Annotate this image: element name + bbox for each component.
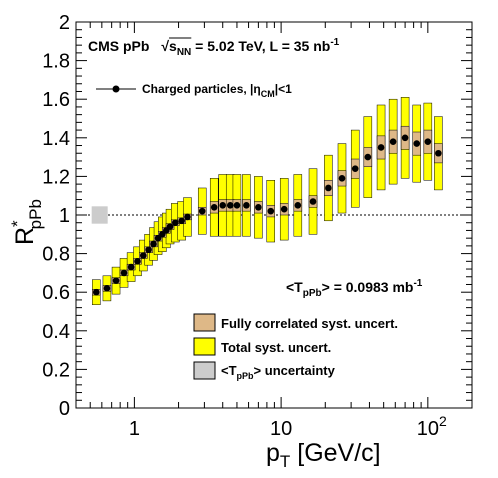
data-points-layer bbox=[92, 134, 442, 296]
data-point bbox=[127, 263, 135, 271]
y-tick-label: 0.4 bbox=[42, 321, 70, 343]
tpb-uncertainty-layer bbox=[91, 206, 108, 224]
data-point bbox=[351, 165, 359, 172]
legend-label-correlated: Fully correlated syst. uncert. bbox=[221, 316, 398, 331]
data-point bbox=[243, 202, 250, 209]
data-point bbox=[198, 207, 206, 215]
y-axis-title: R*pPb bbox=[8, 199, 45, 245]
data-point bbox=[255, 203, 262, 211]
data-point bbox=[424, 138, 432, 145]
data-point bbox=[134, 258, 141, 265]
y-tick-label: 0.6 bbox=[42, 282, 70, 304]
legend-marker-post: |<1 bbox=[275, 82, 292, 96]
data-point bbox=[267, 207, 275, 215]
legend-swatch-tpb bbox=[193, 361, 216, 380]
legend-marker-pre: Charged particles, | bbox=[142, 82, 253, 96]
legend-label-total: Total syst. uncert. bbox=[221, 340, 331, 355]
legend-swatch-total bbox=[193, 337, 216, 356]
y-tick-label: 0.8 bbox=[42, 244, 70, 266]
data-point bbox=[364, 153, 372, 161]
tpb-value-sub: pPb bbox=[303, 288, 322, 299]
y-axis-title-sup: * bbox=[8, 220, 27, 227]
data-point bbox=[154, 234, 162, 242]
data-point bbox=[92, 288, 100, 296]
data-point bbox=[377, 144, 385, 151]
axes-layer: 00.20.40.60.811.21.41.61.821 10 102 bbox=[42, 12, 473, 440]
tpb-value-post: > = 0.0983 mb bbox=[322, 279, 414, 295]
data-point bbox=[139, 252, 147, 259]
data-point bbox=[178, 217, 185, 225]
x-tick-label: 102 bbox=[417, 413, 447, 440]
y-tick-label: 1.6 bbox=[42, 89, 70, 111]
header-experiment: CMS pPb bbox=[88, 38, 149, 54]
legend-tpb-post: > uncertainty bbox=[254, 363, 336, 378]
tpb-value-text: <TpPb> = 0.0983 mb-1 bbox=[286, 278, 423, 299]
legend-marker-entry: Charged particles, |ηCM|<1 bbox=[96, 82, 292, 99]
data-point bbox=[280, 205, 288, 213]
x-tick-label-exp: 2 bbox=[439, 413, 447, 429]
y-tick-label: 0 bbox=[59, 398, 70, 420]
legend-marker-dot bbox=[112, 85, 120, 93]
data-point bbox=[338, 175, 346, 182]
legend-tpb-sub: pPb bbox=[237, 371, 255, 381]
x-axis-title-sub: T bbox=[280, 452, 290, 471]
header-energy: = 5.02 TeV, L = 35 nb bbox=[191, 38, 330, 54]
tpb-value-sup: -1 bbox=[413, 278, 422, 289]
data-point bbox=[171, 219, 179, 227]
data-point bbox=[233, 202, 241, 209]
header-text: CMS pPb √sNN = 5.02 TeV, L = 35 nb-1 bbox=[88, 37, 340, 58]
x-axis-title: pT [GeV/c] bbox=[266, 439, 381, 471]
x-tick-label-base: 10 bbox=[417, 418, 439, 440]
data-point bbox=[120, 269, 128, 277]
legend-box-correlated: Fully correlated syst. uncert. bbox=[193, 313, 398, 332]
header-lumi-sup: -1 bbox=[330, 37, 339, 48]
y-axis-title-main: R bbox=[11, 227, 39, 245]
data-point bbox=[103, 285, 111, 292]
data-point bbox=[413, 140, 421, 147]
data-point bbox=[112, 277, 120, 284]
legend-marker-label: Charged particles, |ηCM|<1 bbox=[142, 82, 292, 99]
legend-label-tpb: <TpPb> uncertainty bbox=[221, 363, 336, 381]
data-point bbox=[166, 223, 174, 230]
data-point bbox=[184, 213, 191, 221]
y-tick-label: 1.4 bbox=[42, 128, 70, 150]
y-axis-title-sub: pPb bbox=[26, 199, 45, 229]
data-point bbox=[210, 203, 218, 211]
x-tick-label-base: 10 bbox=[270, 418, 292, 440]
legend-box-total: Total syst. uncert. bbox=[193, 337, 331, 356]
y-tick-label: 0.2 bbox=[42, 359, 70, 381]
header-sqrt-sub: NN bbox=[177, 47, 191, 58]
y-tick-label: 1 bbox=[59, 205, 70, 227]
data-point bbox=[325, 184, 332, 192]
data-point bbox=[435, 149, 442, 157]
tpb-value-pre: <T bbox=[286, 279, 303, 295]
x-tick-label: 1 bbox=[129, 418, 140, 440]
x-axis-title-main: p bbox=[266, 439, 280, 467]
x-tick-label-base: 1 bbox=[129, 418, 140, 440]
data-point bbox=[309, 198, 317, 205]
data-point bbox=[219, 202, 227, 209]
data-point bbox=[294, 202, 302, 209]
y-tick-label: 1.2 bbox=[42, 166, 70, 188]
data-point bbox=[150, 240, 157, 248]
y-tick-label: 2 bbox=[59, 12, 70, 34]
legend-marker-sub: CM bbox=[261, 89, 275, 99]
data-point bbox=[226, 202, 234, 209]
sqrt-sign: √ bbox=[161, 38, 169, 54]
tpb-uncertainty-box bbox=[91, 206, 108, 224]
legend-marker-greek: η bbox=[253, 82, 260, 96]
legend-tpb-pre: <T bbox=[221, 363, 237, 378]
legend-swatch-correlated bbox=[193, 313, 216, 332]
legend-box-tpb: <TpPb> uncertainty bbox=[193, 361, 336, 381]
x-axis-title-rest: [GeV/c] bbox=[290, 439, 380, 467]
x-tick-label: 10 bbox=[270, 418, 292, 440]
data-point bbox=[389, 138, 397, 145]
data-point bbox=[401, 134, 409, 142]
header-sqrt-s: s bbox=[169, 38, 177, 54]
y-tick-label: 1.8 bbox=[42, 51, 70, 73]
data-point bbox=[145, 246, 152, 254]
